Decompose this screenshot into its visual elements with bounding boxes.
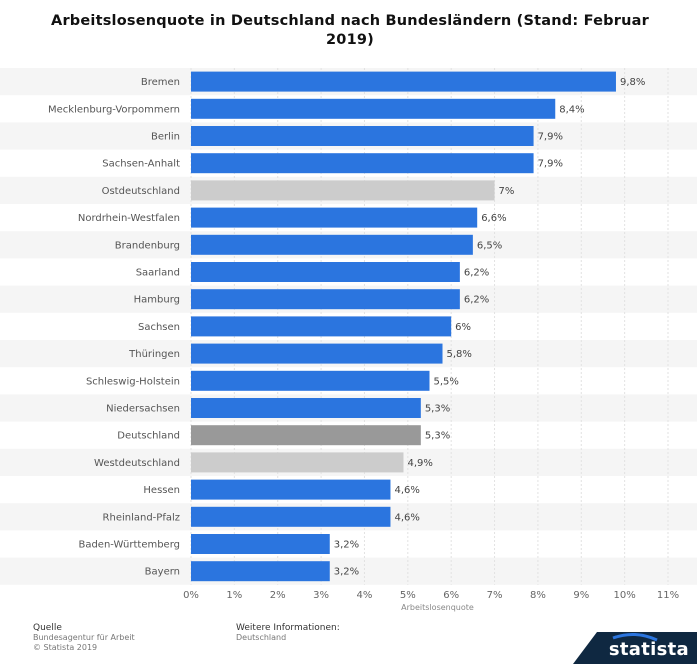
value-label: 5,8% [447,349,472,360]
category-label: Sachsen-Anhalt [102,159,180,170]
logo-text: statista [608,639,689,660]
x-tick-label: 6% [443,590,459,601]
x-tick-label: 5% [400,590,416,601]
bar[interactable] [191,343,443,364]
bar[interactable] [191,452,404,473]
statista-logo[interactable]: statista [573,632,697,664]
value-label: 6,2% [464,295,489,306]
x-tick-label: 9% [573,590,589,601]
category-label: Deutschland [117,431,180,442]
chart-footer: Quelle Bundesagentur für Arbeit © Statis… [0,615,697,664]
category-label: Brandenburg [115,240,180,251]
x-tick-label: 1% [226,590,242,601]
value-label: 9,8% [620,77,645,88]
bar[interactable] [191,316,452,337]
x-tick-label: 2% [270,590,286,601]
bar[interactable] [191,98,556,119]
bar-chart: Bremen 9,8% Mecklenburg-Vorpommern 8,4% Berl… [48,68,680,612]
bar[interactable] [191,479,391,500]
bar[interactable] [191,506,391,527]
bar[interactable] [191,398,421,418]
bar[interactable] [191,126,534,146]
x-axis-label: Arbeitslosenquote [401,603,474,612]
info-heading: Weitere Informationen: [236,623,340,633]
value-label: 4,6% [394,485,419,496]
category-label: Ostdeutschland [102,186,180,197]
value-label: 5,3% [425,431,450,442]
bar[interactable] [191,207,478,228]
category-label: Thüringen [128,349,180,360]
x-tick-label: 4% [357,590,373,601]
bar[interactable] [191,561,330,582]
category-label: Saarland [136,268,180,279]
value-label: 4,6% [394,512,419,523]
value-label: 3,2% [334,567,359,578]
logo-shape [573,632,697,664]
bar[interactable] [191,370,430,391]
x-tick-label: 8% [530,590,546,601]
bar[interactable] [191,289,460,310]
x-tick-label: 0% [183,590,199,601]
category-label: Baden-Württemberg [78,540,180,551]
x-tick-label: 3% [313,590,329,601]
category-label: Hessen [143,485,180,496]
value-label: 5,3% [425,404,450,415]
bar[interactable] [191,425,421,446]
value-label: 6% [455,322,471,333]
source-block: Quelle Bundesagentur für Arbeit © Statis… [33,623,135,653]
category-label: Mecklenburg-Vorpommern [48,104,180,115]
value-label: 3,2% [334,540,359,551]
value-label: 6,5% [477,240,502,251]
category-label: Bayern [145,567,180,578]
x-tick-label: 7% [487,590,503,601]
bar[interactable] [191,234,473,255]
bar[interactable] [191,71,616,92]
category-label: Bremen [141,77,180,88]
value-label: 7,9% [538,132,563,143]
category-label: Berlin [151,132,180,143]
value-label: 6,2% [464,268,489,279]
value-label: 7,9% [538,159,563,170]
bar[interactable] [191,534,330,554]
source-heading: Quelle [33,623,62,633]
category-label: Schleswig-Holstein [86,376,180,387]
value-label: 4,9% [407,458,432,469]
chart-title: Arbeitslosenquote in Deutschland nach Bu… [51,13,649,48]
value-label: 7% [499,186,515,197]
bar[interactable] [191,153,534,174]
x-tick-label: 11% [657,590,679,601]
value-label: 5,5% [434,376,459,387]
value-label: 8,4% [559,104,584,115]
copyright-line: © Statista 2019 [33,643,98,652]
value-label: 6,6% [481,213,506,224]
category-label: Niedersachsen [106,404,180,415]
source-line: Bundesagentur für Arbeit [33,633,135,642]
info-line: Deutschland [236,633,287,642]
info-block: Weitere Informationen: Deutschland [236,623,340,643]
category-label: Sachsen [138,322,180,333]
bar[interactable] [191,180,495,201]
category-label: Nordrhein-Westfalen [78,213,180,224]
category-label: Hamburg [134,295,180,306]
category-label: Rheinland-Pfalz [103,512,180,523]
bar[interactable] [191,262,460,282]
x-tick-label: 10% [614,590,636,601]
category-label: Westdeutschland [94,458,180,469]
